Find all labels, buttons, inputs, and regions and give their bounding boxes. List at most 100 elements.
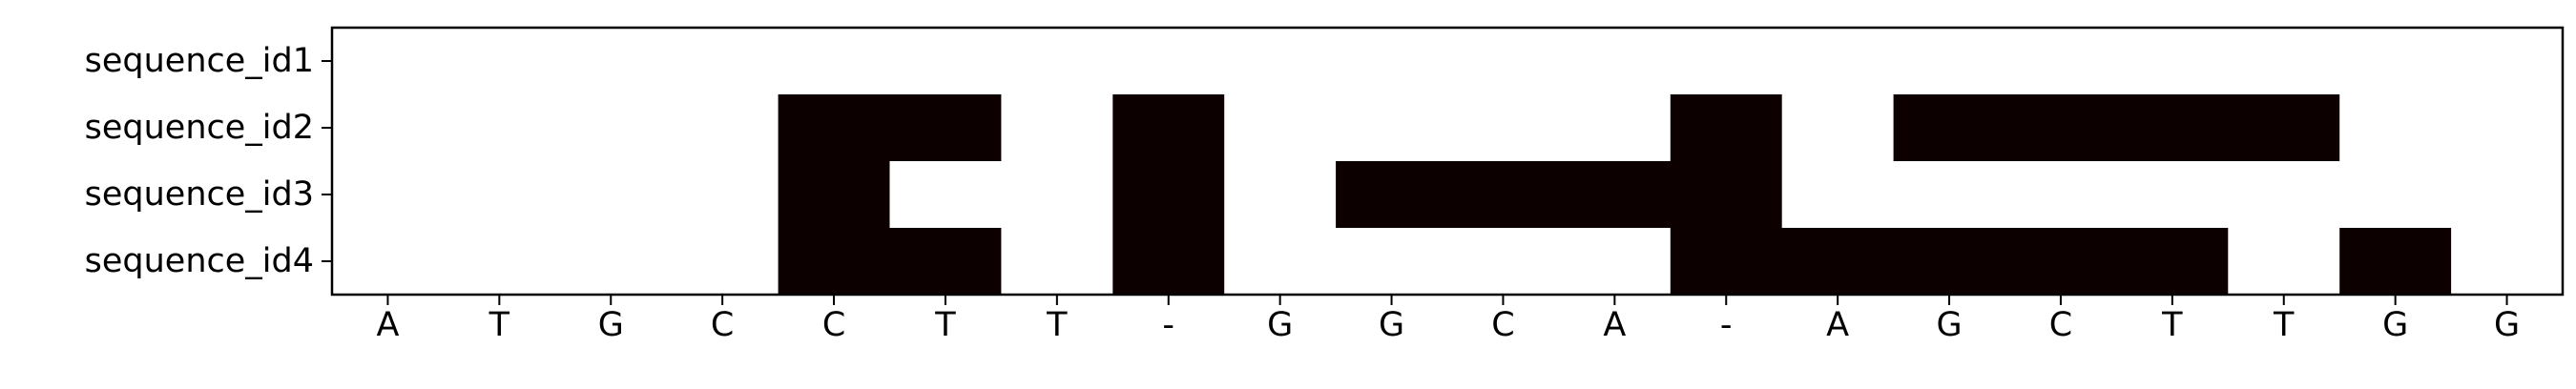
heatmap-cell [2339, 161, 2452, 229]
heatmap-cell [1224, 228, 1337, 296]
heatmap-cell [332, 161, 445, 229]
heatmap-cell [1447, 161, 1560, 229]
heatmap-cell [2339, 228, 2452, 296]
heatmap-cell [2339, 28, 2452, 95]
heatmap-cell [1893, 28, 2006, 95]
heatmap-cell [1001, 94, 1113, 162]
x-tick-label: A [1603, 306, 1626, 344]
heatmap-cell [443, 161, 556, 229]
y-tick-label: sequence_id4 [85, 242, 314, 280]
heatmap-cell [1670, 94, 1783, 162]
heatmap-cell [889, 28, 1002, 95]
heatmap-cell [1336, 28, 1448, 95]
heatmap-cell [666, 28, 779, 95]
heatmap-cell [778, 28, 891, 95]
heatmap-cell [1001, 161, 1113, 229]
heatmap-cell [1112, 94, 1225, 162]
heatmap-cell [2005, 28, 2117, 95]
heatmap-cell [2116, 161, 2229, 229]
heatmap-cell [778, 161, 891, 229]
x-tick-label: G [2494, 306, 2520, 344]
y-tick-label: sequence_id2 [85, 109, 314, 147]
heatmap-cell [1781, 28, 1895, 95]
heatmap-cell [2228, 228, 2340, 296]
heatmap-cell [666, 228, 779, 296]
heatmap-cell [1781, 94, 1895, 162]
heatmap-cell [1781, 228, 1895, 296]
heatmap-cell [554, 94, 668, 162]
heatmap-cell [1112, 28, 1225, 95]
heatmap-cell [1447, 28, 1560, 95]
heatmap-cell [2005, 228, 2117, 296]
heatmap-cell [2116, 28, 2229, 95]
heatmap-cell [1781, 161, 1895, 229]
heatmap-cell [1447, 94, 1560, 162]
heatmap-cells [332, 28, 2564, 296]
x-tick-label: G [598, 306, 624, 344]
heatmap-cell [1558, 94, 1672, 162]
heatmap-cell [1670, 28, 1783, 95]
heatmap-cell [2451, 228, 2564, 296]
heatmap-cell [2228, 28, 2340, 95]
heatmap-cell [1558, 228, 1672, 296]
heatmap-cell [1558, 28, 1672, 95]
heatmap-cell [778, 228, 891, 296]
heatmap-cell [443, 228, 556, 296]
heatmap-cell [554, 228, 668, 296]
x-tick-label: C [822, 306, 845, 344]
heatmap-cell [2339, 94, 2452, 162]
x-tick-label: G [1936, 306, 1962, 344]
heatmap-cell [1670, 228, 1783, 296]
heatmap-cell [443, 94, 556, 162]
y-tick-label: sequence_id1 [85, 42, 314, 80]
heatmap-cell [2116, 94, 2229, 162]
heatmap-cell [1893, 161, 2006, 229]
y-tick-label: sequence_id3 [85, 175, 314, 214]
x-tick-label: A [1826, 306, 1849, 344]
heatmap-cell [1224, 161, 1337, 229]
heatmap-cell [332, 94, 445, 162]
heatmap-cell [1558, 161, 1672, 229]
x-tick-label: T [488, 306, 510, 344]
heatmap-cell [2451, 94, 2564, 162]
heatmap-cell [1224, 94, 1337, 162]
heatmap-cell [1224, 28, 1337, 95]
heatmap-cell [889, 94, 1002, 162]
heatmap-cell [2116, 228, 2229, 296]
x-tick-label: G [1379, 306, 1404, 344]
x-tick-label: A [376, 306, 399, 344]
heatmap-cell [554, 28, 668, 95]
plot-frame [330, 26, 2565, 297]
heatmap-cell [778, 94, 891, 162]
x-tick-label: T [934, 306, 956, 344]
x-tick-label: G [1267, 306, 1293, 344]
heatmap-cell [2451, 28, 2564, 95]
heatmap-cell [1336, 94, 1448, 162]
heatmap-cell [1001, 28, 1113, 95]
x-tick-label: C [711, 306, 734, 344]
heatmap-cell [332, 28, 445, 95]
heatmap-cell [332, 228, 445, 296]
x-tick-label: C [2049, 306, 2072, 344]
heatmap-cell [1001, 228, 1113, 296]
heatmap-cell [2005, 94, 2117, 162]
x-tick-label: T [2161, 306, 2183, 344]
heatmap-cell [889, 161, 1002, 229]
x-tick-label: C [1491, 306, 1514, 344]
heatmap-cell [2228, 94, 2340, 162]
heatmap-cell [1447, 228, 1560, 296]
x-tick-label: T [2273, 306, 2295, 344]
heatmap-cell [2451, 161, 2564, 229]
heatmap-cell [1336, 228, 1448, 296]
heatmap-cell [1893, 94, 2006, 162]
x-tick-label: T [1046, 306, 1068, 344]
x-tick-label: - [1162, 306, 1174, 344]
heatmap-cell [889, 228, 1002, 296]
heatmap-cell [1893, 228, 2006, 296]
x-tick-label: - [1720, 306, 1733, 344]
heatmap-cell [666, 94, 779, 162]
heatmap-cell [1670, 161, 1783, 229]
heatmap-cell [2005, 161, 2117, 229]
heatmap-cell [443, 28, 556, 95]
